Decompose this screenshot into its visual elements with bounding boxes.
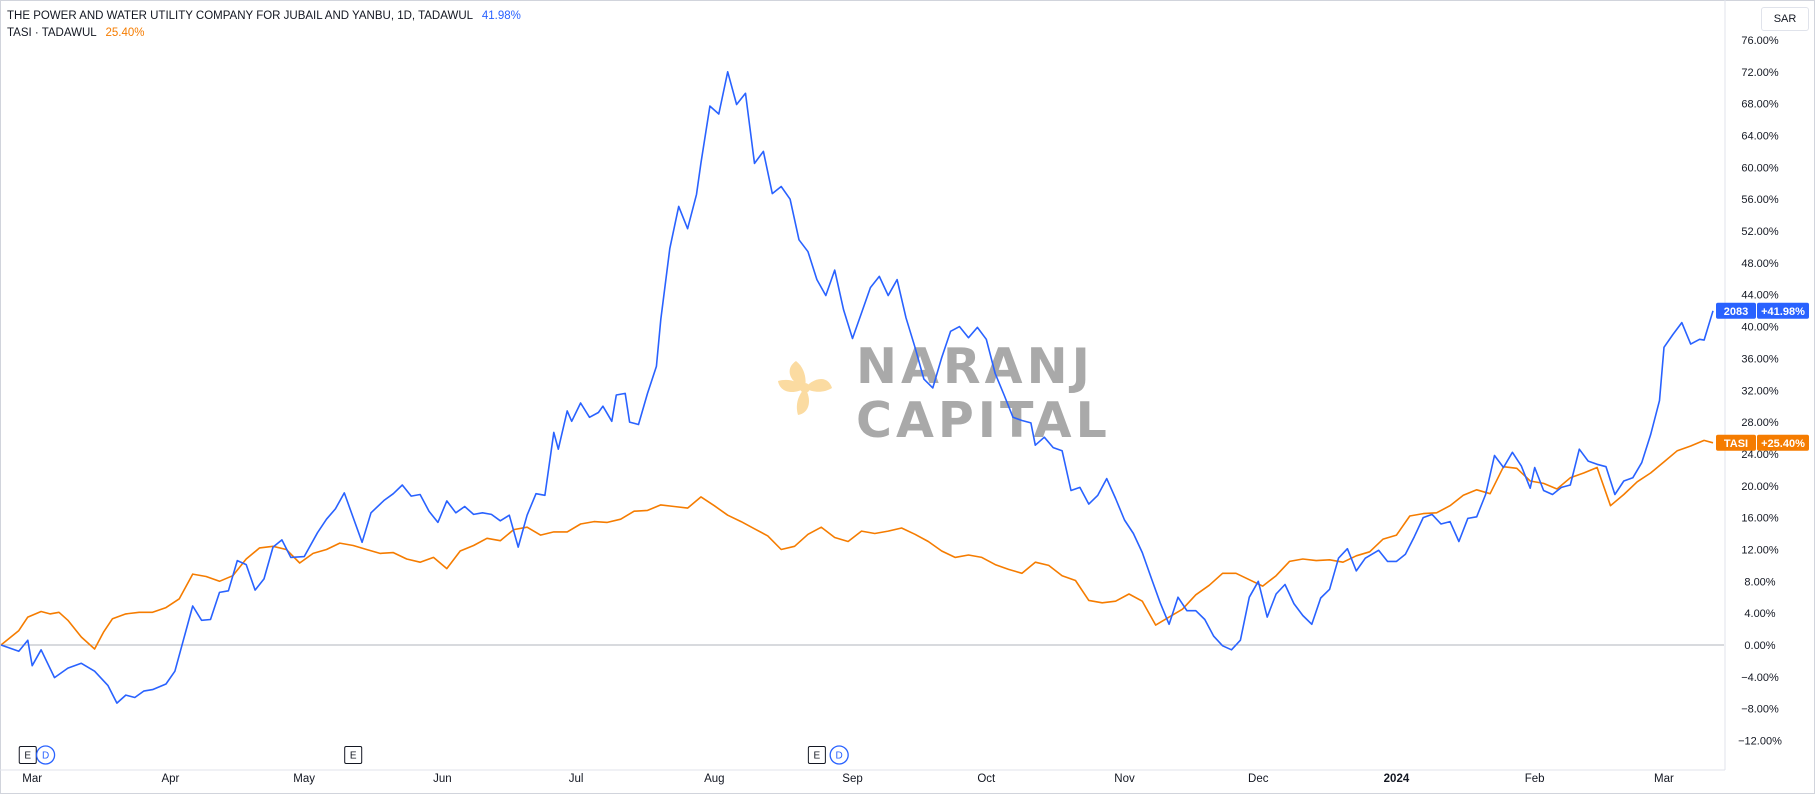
currency-button[interactable]: SAR (1761, 7, 1809, 31)
y-tick-label: 8.00% (1744, 576, 1775, 588)
tag-value-box (1757, 302, 1809, 319)
price-tag-2083: 2083 +41.98% (1716, 302, 1809, 319)
x-tick-label: Apr (161, 773, 179, 785)
y-tick-label: −12.00% (1738, 736, 1782, 748)
dividend-circle (35, 745, 56, 765)
series-line-2083 (0, 71, 1714, 704)
earnings-box (807, 746, 826, 764)
series-line-tasi (0, 439, 1714, 650)
price-tags: 2083 +41.98% TASI +25.40% (1716, 302, 1809, 451)
x-axis[interactable]: Mar Apr May Jun Jul Aug Sep Oct Nov Dec 2024 Feb Mar (0, 769, 1725, 785)
legend-primary-value: 41.98% (481, 10, 521, 22)
y-tick-label: 12.00% (1741, 544, 1779, 556)
legend-compare-label: TASI · TADAWUL (7, 27, 97, 39)
y-tick-label: 36.00% (1741, 353, 1779, 365)
y-tick-label: 28.00% (1741, 417, 1779, 429)
chart-legend: THE POWER AND WATER UTILITY COMPANY FOR … (7, 8, 521, 42)
x-tick-label: Jul (569, 773, 584, 785)
x-tick-label: 2024 (1384, 773, 1410, 785)
x-tick-label: May (293, 773, 315, 785)
watermark-line-1: NARANJ (856, 338, 1094, 395)
dividend-letter: D (42, 751, 49, 762)
dividend-circle (829, 745, 849, 765)
y-tick-label: 56.00% (1741, 194, 1779, 206)
x-tick-label: Dec (1248, 773, 1269, 785)
tag-name: 2083 (1724, 306, 1748, 318)
x-tick-label: Oct (977, 773, 996, 785)
earnings-event-marker[interactable]: E (807, 746, 826, 764)
orange-slice-logo-icon (778, 361, 832, 415)
y-tick-label: 24.00% (1741, 449, 1779, 461)
tag-value: +25.40% (1761, 438, 1805, 450)
series-layer (0, 71, 1714, 704)
y-tick-label: 0.00% (1744, 640, 1775, 652)
y-tick-label: 72.00% (1741, 67, 1779, 79)
y-tick-label: 60.00% (1741, 162, 1779, 174)
dividend-event-marker[interactable]: D (829, 745, 849, 765)
legend-compare[interactable]: TASI · TADAWUL 25.40% (7, 25, 521, 42)
y-tick-label: 68.00% (1741, 99, 1779, 111)
x-tick-label: Mar (1654, 773, 1674, 785)
tag-name-box (1716, 302, 1756, 319)
earnings-event-marker[interactable]: E (344, 746, 363, 764)
y-tick-label: −8.00% (1741, 704, 1779, 716)
legend-primary-label: THE POWER AND WATER UTILITY COMPANY FOR … (7, 10, 473, 22)
earnings-letter: E (24, 751, 31, 762)
x-tick-label: Mar (22, 773, 42, 785)
earnings-letter: E (814, 751, 821, 762)
watermark: NARANJ CAPITAL (770, 340, 1111, 448)
y-tick-label: 52.00% (1741, 226, 1779, 238)
x-tick-label: Feb (1525, 773, 1545, 785)
x-tick-label: Jun (433, 773, 452, 785)
watermark-line-2: CAPITAL (856, 392, 1111, 449)
y-tick-label: −4.00% (1741, 672, 1779, 684)
earnings-event-marker[interactable]: E (18, 746, 37, 764)
earnings-box (344, 746, 363, 764)
y-tick-label: 44.00% (1741, 290, 1779, 302)
y-axis[interactable]: 76.00% 72.00% 68.00% 64.00% 60.00% 56.00% 52.0… (1724, 0, 1782, 770)
tag-value: +41.98% (1761, 306, 1805, 318)
y-tick-label: 48.00% (1741, 258, 1779, 270)
y-tick-label: 20.00% (1741, 481, 1779, 493)
tag-name-box (1716, 434, 1756, 451)
tag-value-box (1757, 434, 1809, 451)
y-tick-label: 76.00% (1741, 35, 1779, 47)
y-tick-label: 16.00% (1741, 513, 1779, 525)
x-tick-label: Sep (842, 773, 862, 785)
dividend-letter: D (836, 751, 843, 762)
earnings-letter: E (350, 751, 357, 762)
price-tag-tasi: TASI +25.40% (1716, 434, 1809, 451)
y-tick-label: 4.00% (1744, 608, 1775, 620)
y-tick-label: 64.00% (1741, 131, 1779, 143)
y-tick-label: 40.00% (1741, 322, 1779, 334)
tag-name: TASI (1724, 438, 1748, 450)
legend-compare-value: 25.40% (105, 27, 145, 39)
dividend-event-marker[interactable]: D (35, 745, 56, 765)
legend-primary[interactable]: THE POWER AND WATER UTILITY COMPANY FOR … (7, 8, 521, 25)
x-tick-label: Aug (704, 773, 724, 785)
x-tick-label: Nov (1114, 773, 1135, 785)
y-tick-label: 32.00% (1741, 385, 1779, 397)
